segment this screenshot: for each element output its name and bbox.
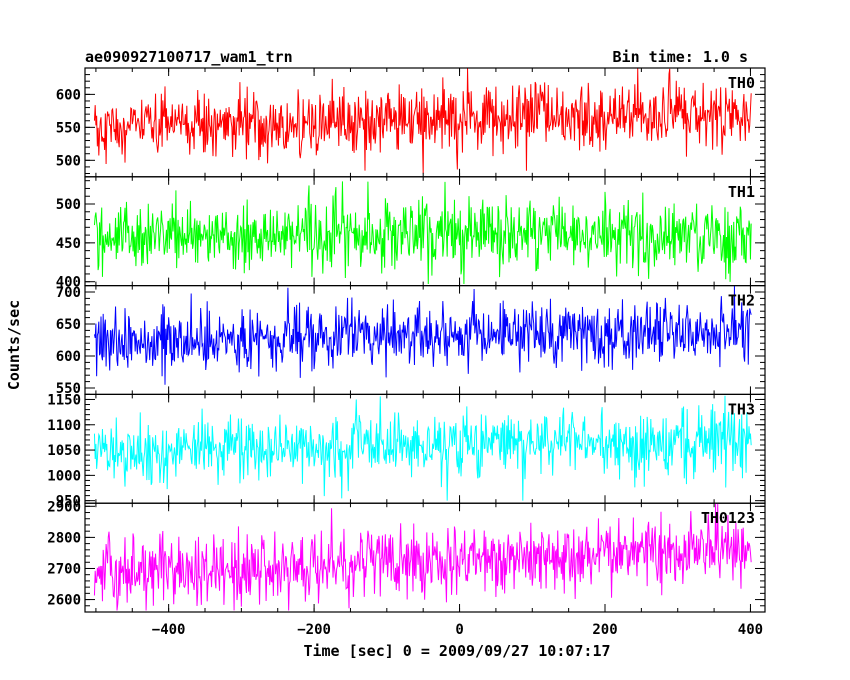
y-tick-label: 500 <box>56 153 81 169</box>
series-label-th3: TH3 <box>728 400 755 418</box>
y-tick-label: 650 <box>56 317 81 333</box>
panel-frame <box>84 502 766 613</box>
panel-th0123: 2600 2700 2800 2900 TH0123 <box>47 499 766 613</box>
series-label-th0: TH0 <box>728 74 755 92</box>
x-tick-label: −200 <box>297 622 331 638</box>
series-line-th2 <box>93 285 752 385</box>
y-tick-label: 550 <box>56 120 81 136</box>
chart-title-right: Bin time: 1.0 s <box>613 48 748 66</box>
y-tick-label: 1100 <box>47 418 81 434</box>
y-tick-label: 550 <box>56 381 81 397</box>
series-line-th3 <box>93 395 752 501</box>
y-tick-label: 2800 <box>47 530 81 546</box>
y-tick-label: 1000 <box>47 468 81 484</box>
y-tick-label: 2700 <box>47 561 81 577</box>
y-tick-label: 500 <box>56 197 81 213</box>
y-tick-label: 450 <box>56 236 81 252</box>
panel-frame <box>84 393 766 504</box>
x-tick-label: 400 <box>738 622 763 638</box>
series-label-th1: TH1 <box>728 183 755 201</box>
panels-group: 500 550 600 TH0 400 450 500 TH1 550 600 650 700 TH2 9… <box>47 67 766 613</box>
y-tick-label: 600 <box>56 87 81 103</box>
x-axis: −400 −200 0 200 400 <box>152 622 763 638</box>
panel-th2: 550 600 650 700 TH2 <box>56 285 766 397</box>
y-tick-label: 400 <box>56 275 81 291</box>
y-tick-label: 1050 <box>47 443 81 459</box>
panel-th1: 400 450 500 TH1 <box>56 176 766 291</box>
panel-th3: 950 1000 1050 1100 1150 TH3 <box>47 392 766 510</box>
y-tick-label: 950 <box>56 494 81 510</box>
x-tick-label: 0 <box>455 622 463 638</box>
chart-title-left: ae090927100717_wam1_trn <box>85 48 293 66</box>
series-label-th2: TH2 <box>728 292 755 310</box>
series-label-th0123: TH0123 <box>701 509 755 527</box>
y-tick-label: 700 <box>56 285 81 301</box>
series-line-th0123 <box>93 503 752 611</box>
y-tick-label: 2600 <box>47 593 81 609</box>
y-axis-label: Counts/sec <box>5 300 23 390</box>
series-line-th0 <box>93 68 752 174</box>
x-axis-label: Time [sec] 0 = 2009/09/27 10:07:17 <box>303 642 610 660</box>
panel-th0: 500 550 600 TH0 <box>56 67 766 178</box>
x-tick-label: 200 <box>592 622 617 638</box>
y-tick-label: 2900 <box>47 499 81 515</box>
x-tick-label: −400 <box>152 622 186 638</box>
y-tick-label: 600 <box>56 349 81 365</box>
series-line-th1 <box>93 181 752 285</box>
y-tick-label: 1150 <box>47 392 81 408</box>
